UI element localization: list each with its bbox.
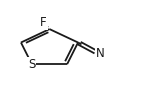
Text: N: N: [96, 47, 105, 60]
Text: F: F: [40, 16, 47, 29]
Text: S: S: [28, 58, 36, 71]
